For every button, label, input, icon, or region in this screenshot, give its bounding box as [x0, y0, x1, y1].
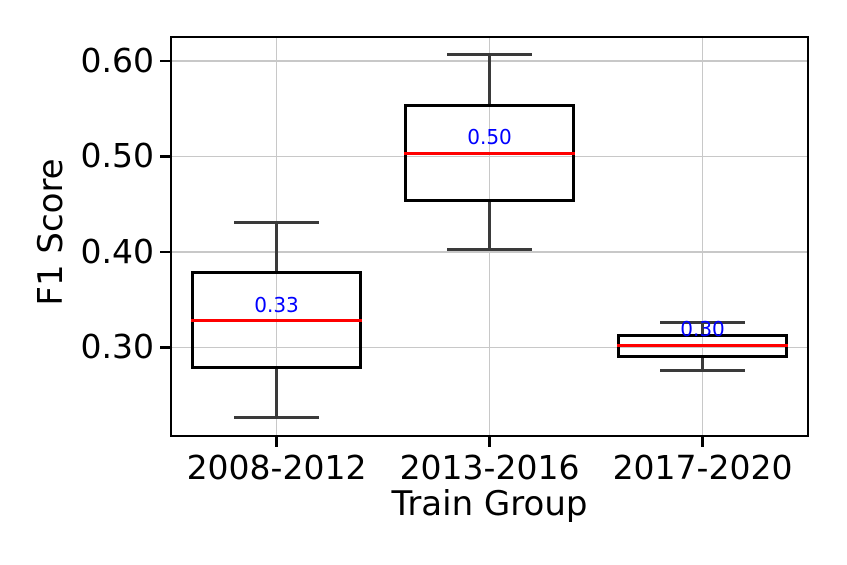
x-tick [275, 437, 278, 447]
whisker-lower [488, 202, 491, 250]
whisker-cap-upper [446, 52, 533, 56]
median-label: 0.50 [467, 125, 512, 150]
whisker-cap-upper [233, 220, 320, 224]
y-tick-label: 0.60 [80, 40, 154, 80]
y-tick-label: 0.30 [80, 327, 154, 367]
whisker-cap-upper [659, 320, 746, 324]
whisker-upper [275, 222, 278, 271]
y-axis-label: F1 Score [31, 158, 71, 306]
median-label: 0.30 [680, 317, 725, 342]
x-tick-label: 2017-2020 [612, 448, 793, 487]
whisker-cap-lower [446, 248, 533, 252]
y-tick-label: 0.50 [80, 136, 154, 176]
y-tick-label: 0.40 [80, 231, 154, 271]
whisker-lower [701, 357, 704, 371]
median-line [617, 343, 788, 347]
y-tick [160, 346, 170, 349]
whisker-lower [275, 369, 278, 418]
x-axis-label: Train Group [391, 484, 588, 524]
whisker-upper [701, 322, 704, 334]
y-tick [160, 250, 170, 254]
gridline-x [701, 36, 704, 437]
x-tick-label: 2008-2012 [186, 448, 367, 487]
plot-area: 0.30 0.40 0.50 0.60 2008-2012 2013-2016 2017-2… [81, 36, 809, 487]
whisker-cap-lower [659, 368, 746, 372]
whisker-upper [488, 54, 491, 104]
median-label: 0.33 [254, 292, 299, 317]
x-tick [701, 437, 704, 447]
median-line [404, 152, 575, 155]
y-tick [160, 59, 170, 63]
x-tick-label: 2013-2016 [399, 448, 580, 487]
x-tick [488, 437, 491, 447]
y-tick [160, 155, 170, 158]
median-line [191, 319, 362, 322]
whisker-cap-lower [233, 416, 320, 420]
